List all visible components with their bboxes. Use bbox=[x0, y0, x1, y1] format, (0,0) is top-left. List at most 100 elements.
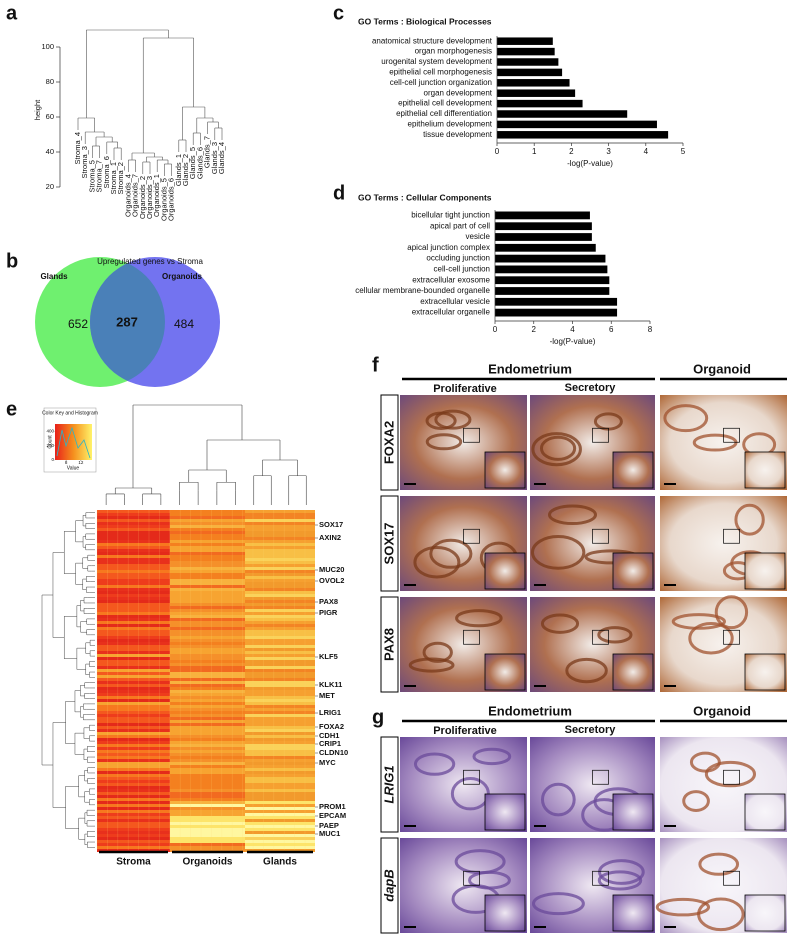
heatmap-cell bbox=[245, 597, 315, 600]
panel-label: b bbox=[6, 250, 18, 272]
heatmap-cell bbox=[245, 615, 315, 618]
heatmap-cell bbox=[97, 762, 170, 765]
heatmap-cell bbox=[170, 696, 245, 699]
heatmap-cell bbox=[245, 696, 315, 699]
group-label: Organoids bbox=[182, 857, 232, 868]
category-label: apical part of cell bbox=[430, 221, 490, 230]
leaf-label: Glands_6 bbox=[195, 147, 204, 179]
leaf-label: Organoids_6 bbox=[167, 178, 176, 221]
heatmap-cell bbox=[170, 702, 245, 705]
heatmap-cell bbox=[245, 600, 315, 603]
heatmap-cell bbox=[245, 822, 315, 825]
heatmap-cell bbox=[170, 744, 245, 747]
heatmap-cell bbox=[97, 642, 170, 645]
heatmap-cell bbox=[170, 513, 245, 516]
heatmap-cell bbox=[170, 669, 245, 672]
heatmap-cell bbox=[97, 540, 170, 543]
heatmap-cell bbox=[245, 510, 315, 513]
heatmap-cell bbox=[97, 546, 170, 549]
heatmap-cell bbox=[97, 687, 170, 690]
heatmap-cell bbox=[97, 513, 170, 516]
heatmap-cell bbox=[97, 834, 170, 837]
heatmap-cell bbox=[170, 525, 245, 528]
heatmap-cell bbox=[245, 630, 315, 633]
heatmap-cell bbox=[245, 798, 315, 801]
inset-marker bbox=[463, 769, 480, 785]
heatmap-cell bbox=[170, 813, 245, 816]
heatmap-cell bbox=[97, 678, 170, 681]
heatmap-cell bbox=[245, 759, 315, 762]
heatmap-cell bbox=[245, 552, 315, 555]
heatmap-cell bbox=[170, 753, 245, 756]
heatmap-cell bbox=[97, 744, 170, 747]
inset-marker bbox=[723, 629, 740, 645]
heatmap-cell bbox=[170, 537, 245, 540]
heatmap-cell bbox=[245, 618, 315, 621]
bar bbox=[497, 131, 669, 139]
heatmap-cell bbox=[245, 723, 315, 726]
heatmap-cell bbox=[245, 627, 315, 630]
gene-label: PAX8 bbox=[319, 597, 338, 606]
heatmap-cell bbox=[170, 750, 245, 753]
inset-marker bbox=[592, 528, 609, 544]
heatmap-cell bbox=[97, 654, 170, 657]
leaf-label: Organoids_5 bbox=[159, 178, 168, 221]
heatmap-cell bbox=[245, 711, 315, 714]
row-label-box bbox=[380, 596, 399, 693]
x-tick-label: 8 bbox=[648, 325, 653, 334]
heatmap-cell bbox=[245, 654, 315, 657]
leaf-label: Stroma_5 bbox=[87, 160, 96, 193]
heatmap-cell bbox=[170, 540, 245, 543]
heatmap-cell bbox=[170, 642, 245, 645]
panel-label: c bbox=[333, 2, 344, 24]
heatmap-cell bbox=[170, 801, 245, 804]
heatmap-cell bbox=[245, 828, 315, 831]
inset bbox=[744, 552, 786, 590]
gland bbox=[413, 546, 461, 579]
row-label-box bbox=[380, 736, 399, 833]
heatmap-cell bbox=[245, 684, 315, 687]
heatmap-cell bbox=[170, 663, 245, 666]
heatmap-cell bbox=[245, 621, 315, 624]
heatmap-cell bbox=[245, 663, 315, 666]
x-tick-label: 0 bbox=[495, 147, 500, 156]
heatmap-cell bbox=[245, 669, 315, 672]
heatmap-cell bbox=[170, 576, 245, 579]
heatmap-cell bbox=[97, 603, 170, 606]
heatmap-cell bbox=[245, 699, 315, 702]
key-y-tick: 0 bbox=[51, 457, 54, 462]
heatmap-cell bbox=[97, 702, 170, 705]
heatmap-cell bbox=[245, 672, 315, 675]
heatmap-cell bbox=[97, 705, 170, 708]
panel-label: a bbox=[6, 2, 18, 24]
column-header: Endometrium bbox=[488, 703, 572, 718]
heatmap-cell bbox=[97, 837, 170, 840]
bar bbox=[495, 287, 610, 295]
leaf-label: Organoids_3 bbox=[145, 176, 154, 219]
heatmap-cell bbox=[97, 741, 170, 744]
heatmap-cell bbox=[170, 591, 245, 594]
heatmap-cell bbox=[245, 801, 315, 804]
bar bbox=[497, 47, 555, 56]
key-x-tick: 8 bbox=[65, 460, 68, 465]
heatmap-cell bbox=[170, 735, 245, 738]
heatmap-cell bbox=[97, 618, 170, 621]
heatmap-cell bbox=[170, 621, 245, 624]
gland bbox=[688, 622, 734, 655]
heatmap-cell bbox=[97, 564, 170, 567]
category-label: epithelial cell differentiation bbox=[396, 109, 492, 118]
heatmap-cell bbox=[245, 732, 315, 735]
heatmap-cell bbox=[170, 657, 245, 660]
venn-overlap bbox=[90, 257, 165, 387]
y-tick-label: 40 bbox=[46, 147, 54, 156]
heatmap-cell bbox=[170, 561, 245, 564]
heatmap bbox=[96, 510, 315, 852]
heatmap-cell bbox=[97, 843, 170, 846]
heatmap-cell bbox=[245, 762, 315, 765]
heatmap-cell bbox=[170, 807, 245, 810]
heatmap-cell bbox=[245, 561, 315, 564]
heatmap-cell bbox=[245, 555, 315, 558]
inset-marker bbox=[592, 629, 609, 645]
column-header: Endometrium bbox=[488, 361, 572, 376]
heatmap-cell bbox=[170, 606, 245, 609]
